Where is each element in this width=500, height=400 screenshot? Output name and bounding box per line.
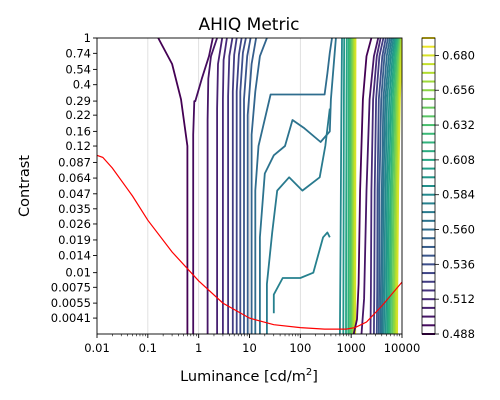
contour-line bbox=[246, 38, 257, 334]
y-tick-label: 0.16 bbox=[65, 124, 91, 138]
y-tick-label: 0.22 bbox=[65, 108, 91, 122]
x-tick-label: 100 bbox=[289, 341, 311, 355]
x-tick-label: 0.01 bbox=[84, 341, 110, 355]
colorbar-tick-label: 0.608 bbox=[442, 153, 475, 167]
y-tick-label: 0.0075 bbox=[51, 280, 91, 294]
contour-line bbox=[381, 38, 393, 334]
colorbar-tick-label: 0.584 bbox=[442, 188, 475, 202]
contour-line bbox=[373, 38, 385, 334]
y-tick-label: 0.12 bbox=[65, 139, 91, 153]
contour-line bbox=[352, 38, 373, 334]
contour-line bbox=[231, 38, 238, 334]
x-axis-ticks: 0.01 0.1 1 10 100 1000 10000 bbox=[84, 334, 420, 355]
y-tick-label: 0.0055 bbox=[51, 296, 91, 310]
contour-line bbox=[221, 38, 228, 334]
contour-line bbox=[243, 38, 252, 334]
contour-line bbox=[235, 38, 243, 334]
y-tick-label: 0.54 bbox=[65, 62, 91, 76]
colorbar-tick-label: 0.632 bbox=[442, 118, 475, 132]
y-axis-label: Contrast bbox=[17, 155, 33, 217]
y-tick-label: 0.064 bbox=[58, 171, 91, 185]
colorbar: 0.680 0.656 0.632 0.608 0.584 0.560 0.536 0.512… bbox=[421, 37, 475, 341]
colorbar-frame bbox=[421, 37, 436, 335]
contour-line bbox=[375, 38, 387, 334]
x-tick-label: 0.1 bbox=[139, 341, 157, 355]
reference-curve bbox=[97, 154, 402, 330]
contour-lines bbox=[157, 38, 402, 334]
colorbar-tick-label: 0.536 bbox=[442, 257, 475, 271]
contour-line bbox=[342, 38, 346, 334]
colorbar-tick-label: 0.488 bbox=[442, 327, 475, 341]
y-tick-label: 1 bbox=[84, 31, 91, 45]
y-tick-label: 0.087 bbox=[58, 155, 91, 169]
colorbar-tick-label: 0.560 bbox=[442, 223, 475, 237]
y-tick-label: 0.019 bbox=[58, 233, 91, 247]
contour-line bbox=[265, 108, 331, 334]
chart-title: AHIQ Metric bbox=[198, 15, 299, 35]
y-tick-label: 0.01 bbox=[65, 266, 91, 280]
y-tick-label: 0.74 bbox=[65, 46, 91, 60]
x-tick-label: 10000 bbox=[384, 341, 421, 355]
contour-line bbox=[206, 38, 218, 334]
contour-line bbox=[360, 38, 380, 334]
contour-line bbox=[339, 38, 343, 334]
contour-line bbox=[258, 38, 337, 334]
contour-line bbox=[250, 38, 268, 334]
contour-line bbox=[157, 38, 189, 334]
contour-line bbox=[216, 38, 224, 334]
contour-line bbox=[384, 38, 396, 334]
y-tick-label: 0.4 bbox=[73, 78, 91, 92]
contour-line bbox=[272, 231, 331, 314]
x-tick-label: 1000 bbox=[337, 341, 366, 355]
y-tick-label: 0.047 bbox=[58, 187, 91, 201]
contour-line bbox=[369, 38, 382, 334]
y-tick-label: 0.035 bbox=[58, 202, 91, 216]
x-tick-label: 10 bbox=[242, 341, 257, 355]
contour-line bbox=[377, 38, 389, 334]
x-axis-label: Luminance [cd/m2] bbox=[180, 367, 318, 385]
contour-line bbox=[254, 38, 333, 334]
y-tick-label: 0.29 bbox=[65, 94, 91, 108]
contour-line bbox=[389, 38, 401, 334]
colorbar-tick-label: 0.680 bbox=[442, 48, 475, 62]
y-tick-label: 0.014 bbox=[58, 249, 91, 263]
y-tick-label: 0.026 bbox=[58, 217, 91, 231]
contour-line bbox=[227, 38, 234, 334]
contour-line bbox=[388, 38, 399, 334]
y-tick-label: 0.0041 bbox=[51, 311, 91, 325]
contour-line bbox=[239, 38, 247, 334]
y-axis-ticks: 10.74 0.54 0.4 0.290.22 0.160.12 0.087 0.064 0.… bbox=[51, 31, 97, 325]
contour-line bbox=[391, 38, 402, 334]
contour-line bbox=[379, 38, 391, 334]
contour-line bbox=[345, 38, 348, 334]
contour-line bbox=[383, 38, 395, 334]
x-tick-label: 1 bbox=[195, 341, 202, 355]
reference-curve-group bbox=[97, 154, 402, 330]
colorbar-tick-label: 0.656 bbox=[442, 83, 475, 97]
colorbar-tick-label: 0.512 bbox=[442, 292, 475, 306]
contour-line bbox=[192, 38, 214, 334]
